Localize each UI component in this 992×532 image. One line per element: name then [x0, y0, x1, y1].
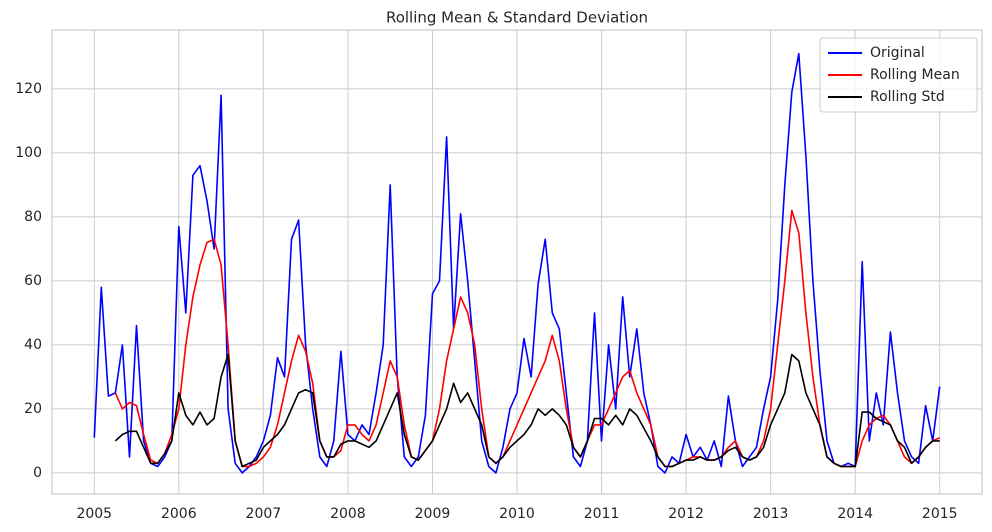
y-tick-label: 0: [33, 465, 42, 481]
legend-label: Rolling Mean: [870, 67, 960, 83]
x-tick-label: 2012: [668, 506, 704, 522]
legend: Original Rolling Mean Rolling Std: [819, 37, 978, 113]
chart-title: Rolling Mean & Standard Deviation: [386, 9, 648, 27]
y-tick-label: 100: [15, 145, 42, 161]
x-tick-label: 2007: [246, 506, 282, 522]
series-line: [114, 353, 940, 468]
legend-label: Rolling Std: [870, 89, 945, 105]
y-tick-label: 60: [24, 273, 42, 289]
series-line: [93, 52, 941, 474]
x-tick-label: 2006: [161, 506, 197, 522]
legend-label: Original: [870, 45, 925, 61]
y-tick-label: 40: [24, 337, 42, 353]
y-tick-label: 120: [15, 81, 42, 97]
legend-box: [819, 37, 978, 113]
x-tick-label: 2015: [922, 506, 958, 522]
y-tick-label: 80: [24, 209, 42, 225]
x-tick-label: 2008: [330, 506, 366, 522]
y-tick-label: 20: [24, 401, 42, 417]
plot-frame: [51, 29, 983, 495]
x-tick-label: 2010: [499, 506, 535, 522]
x-tick-label: 2011: [584, 506, 620, 522]
x-tick-label: 2014: [837, 506, 873, 522]
x-tick-label: 2009: [415, 506, 451, 522]
series-line: [114, 209, 941, 468]
x-tick-label: 2013: [753, 506, 789, 522]
x-tick-label: 2005: [76, 506, 112, 522]
